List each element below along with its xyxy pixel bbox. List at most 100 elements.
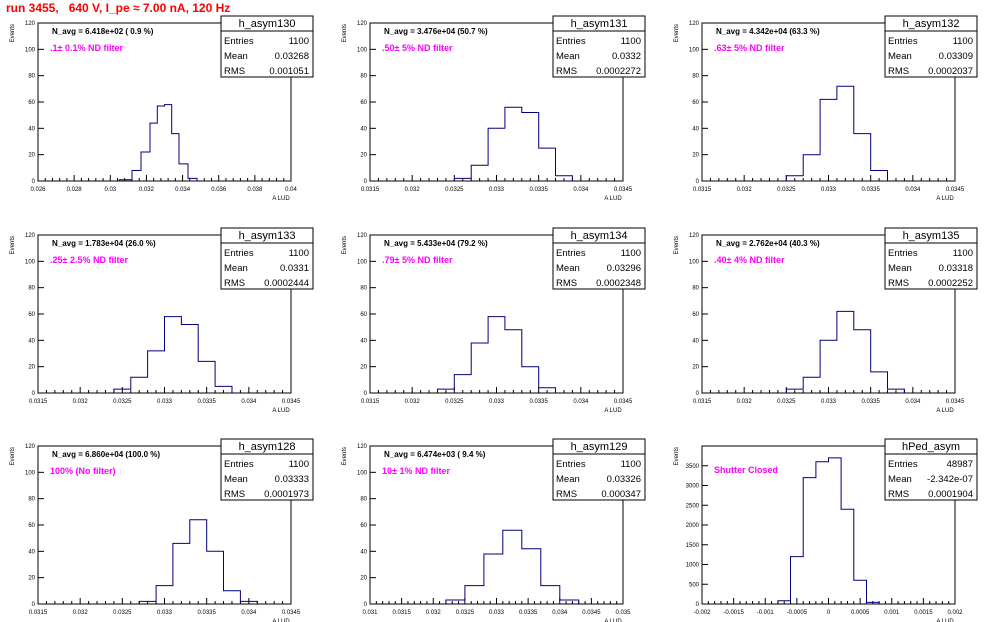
stats-label-entries: Entries [556,459,586,470]
stats-value-rms: 0.0002252 [928,278,973,289]
y-tick-label: 80 [28,497,35,503]
y-axis-label: Events [10,236,16,254]
y-tick-label: 100 [357,470,368,476]
panel-h_asym129: 0.031 0.0315 0.032 0.0325 0.033 0.0335 0.034 0.… [342,438,646,622]
x-tick-label: 0.032 [73,399,89,405]
x-tick-label: 0.0345 [282,610,301,616]
histogram-bin [522,113,539,181]
histogram-bin [488,317,505,393]
x-tick-label: 0.001 [884,610,900,616]
panel-hPed_asym: -0.002 -0.0015 -0.001 -0.0005 0 0.0005 0.001 0.… [674,438,978,622]
stats-label-mean: Mean [224,474,248,485]
histogram-bin [471,343,488,393]
stats-value-rms: 0.0001973 [264,489,309,500]
x-tick-label: 0.034 [241,399,257,405]
stats-label-rms: RMS [556,66,577,77]
y-tick-label: 3500 [686,464,700,470]
y-tick-label: 0 [32,179,36,185]
x-tick-label: -0.001 [757,610,775,616]
stats-label-rms: RMS [556,489,577,500]
y-axis-label: Events [10,24,16,42]
histogram-line [118,104,198,181]
histogram-bin [150,123,157,181]
x-tick-label: 0.0345 [946,187,965,193]
stats-label-mean: Mean [556,51,580,62]
y-axis-label: Events [10,447,16,465]
x-axis-label: A LUD [272,619,290,622]
filter-label: 10± 1% ND filter [382,466,450,476]
histogram-line [453,106,573,181]
x-axis-label: A LUD [936,408,954,414]
histogram-bin [803,478,816,604]
x-tick-label: 0.033 [157,399,173,405]
y-tick-label: 1500 [686,543,700,549]
histogram-bin [165,105,172,181]
x-tick-label: 0.038 [247,187,263,193]
x-tick-label: 0.0335 [197,399,216,405]
histogram-bin [505,330,522,393]
stats-value-mean: 0.0331 [280,263,309,274]
stats-value-rms: 0.0002444 [264,278,309,289]
panel-h_asym130: 0.026 0.028 0.03 0.032 0.034 0.036 0.038 0.04 0 2… [10,15,314,202]
y-tick-label: 20 [360,576,367,582]
histogram-line [445,529,580,604]
x-tick-label: 0.036 [211,187,227,193]
stats-label-entries: Entries [224,459,254,470]
y-tick-label: 60 [360,312,367,318]
navg-annotation: N_avg = 6.860e+04 (100.0 %) [52,450,160,459]
histogram-bin [539,148,556,181]
x-tick-label: 0.032 [405,399,421,405]
x-tick-label: 0.0325 [777,399,796,405]
x-tick-label: 0.028 [67,187,83,193]
x-axis-label: A LUD [272,196,290,202]
y-tick-label: 120 [689,21,700,27]
x-tick-label: 0.03 [104,187,116,193]
stats-value-mean: -2.342e-07 [927,474,973,485]
navg-annotation: N_avg = 6.418e+02 ( 0.9 %) [52,27,154,36]
histogram-bin [829,458,842,604]
stats-value-entries: 1100 [953,36,973,47]
histogram-bin [841,509,854,604]
stats-label-entries: Entries [888,248,918,259]
x-tick-label: 0.0345 [282,399,301,405]
x-tick-label: 0.0315 [392,610,411,616]
y-tick-label: 60 [360,100,367,106]
histogram-bin [541,586,560,604]
navg-annotation: N_avg = 3.476e+04 (50.7 %) [384,27,488,36]
stats-label-rms: RMS [556,278,577,289]
x-tick-label: 0.04 [285,187,297,193]
stats-box [552,227,646,290]
x-tick-label: 0.034 [905,187,921,193]
x-tick-label: 0.033 [157,610,173,616]
x-tick-label: 0.033 [489,399,505,405]
x-tick-label: 0.033 [821,187,837,193]
histogram-name: h_asym130 [239,18,296,30]
y-tick-label: 100 [357,47,368,53]
histogram-bin [816,462,829,604]
y-tick-label: 20 [28,576,35,582]
y-tick-label: 100 [25,259,36,265]
histogram-bin [190,520,207,604]
stats-box [220,438,314,501]
x-axis-label: A LUD [604,408,622,414]
filter-label: .63± 5% ND filter [714,43,785,53]
histogram-bin [505,107,522,181]
stats-value-entries: 1100 [289,248,309,259]
stats-label-rms: RMS [888,489,909,500]
x-tick-label: 0.034 [241,610,257,616]
histogram-line [777,457,880,604]
y-tick-label: 0 [364,391,368,397]
filter-label: .79± 5% ND filter [382,255,453,265]
filter-label: .50± 5% ND filter [382,43,453,53]
filter-label: 100% (No filter) [50,466,116,476]
y-tick-label: 120 [689,233,700,239]
histogram-line [138,519,258,604]
y-tick-label: 20 [28,153,35,159]
histogram-bin [522,549,541,604]
y-tick-label: 60 [28,523,35,529]
x-axis-label: A LUD [936,196,954,202]
x-tick-label: 0.033 [489,610,505,616]
x-tick-label: 0.0315 [693,399,712,405]
y-tick-label: 80 [692,286,699,292]
